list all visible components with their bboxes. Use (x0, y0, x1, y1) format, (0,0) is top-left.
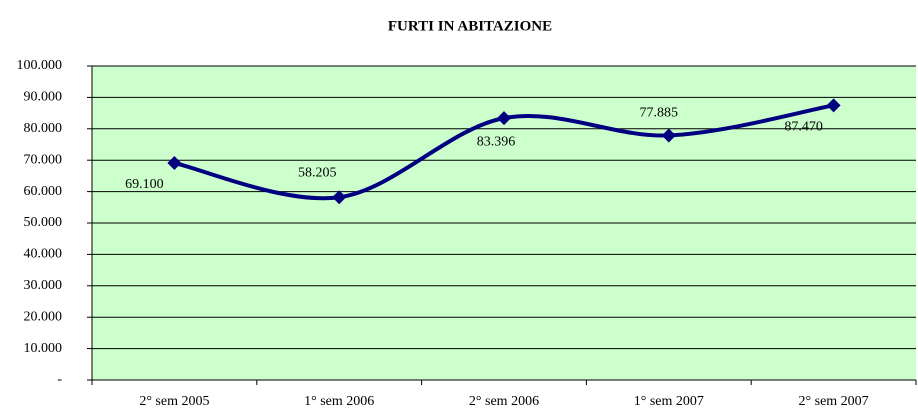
marker (826, 98, 841, 113)
y-tick-label: 60.000 (24, 184, 63, 199)
y-tick-label: - (57, 372, 62, 387)
y-tick-label: 40.000 (24, 247, 63, 262)
y-tick-label: 90.000 (24, 90, 63, 105)
marker (167, 156, 182, 171)
data-label: 83.396 (477, 134, 516, 149)
y-tick-label: 10.000 (24, 341, 63, 356)
y-tick-label: 50.000 (24, 215, 63, 230)
y-tick-label: 20.000 (24, 309, 63, 324)
x-tick-label: 1° sem 2006 (304, 394, 374, 409)
y-tick-label: 80.000 (24, 121, 63, 136)
chart-title: FURTI IN ABITAZIONE (388, 18, 552, 34)
marker (497, 111, 511, 126)
y-tick-label: 70.000 (24, 152, 63, 167)
data-label: 87.470 (784, 120, 823, 135)
data-label: 69.100 (125, 177, 164, 192)
data-label: 77.885 (640, 106, 679, 121)
x-tick-label: 2° sem 2007 (799, 394, 869, 409)
y-tick-label: 100.000 (17, 58, 63, 73)
marker (661, 128, 676, 143)
marker (332, 190, 347, 205)
data-label: 58.205 (298, 165, 337, 180)
x-tick-label: 2° sem 2005 (139, 394, 209, 409)
y-tick-label: 30.000 (24, 278, 63, 293)
x-tick-label: 2° sem 2006 (469, 394, 539, 409)
x-tick-label: 1° sem 2007 (634, 394, 704, 409)
